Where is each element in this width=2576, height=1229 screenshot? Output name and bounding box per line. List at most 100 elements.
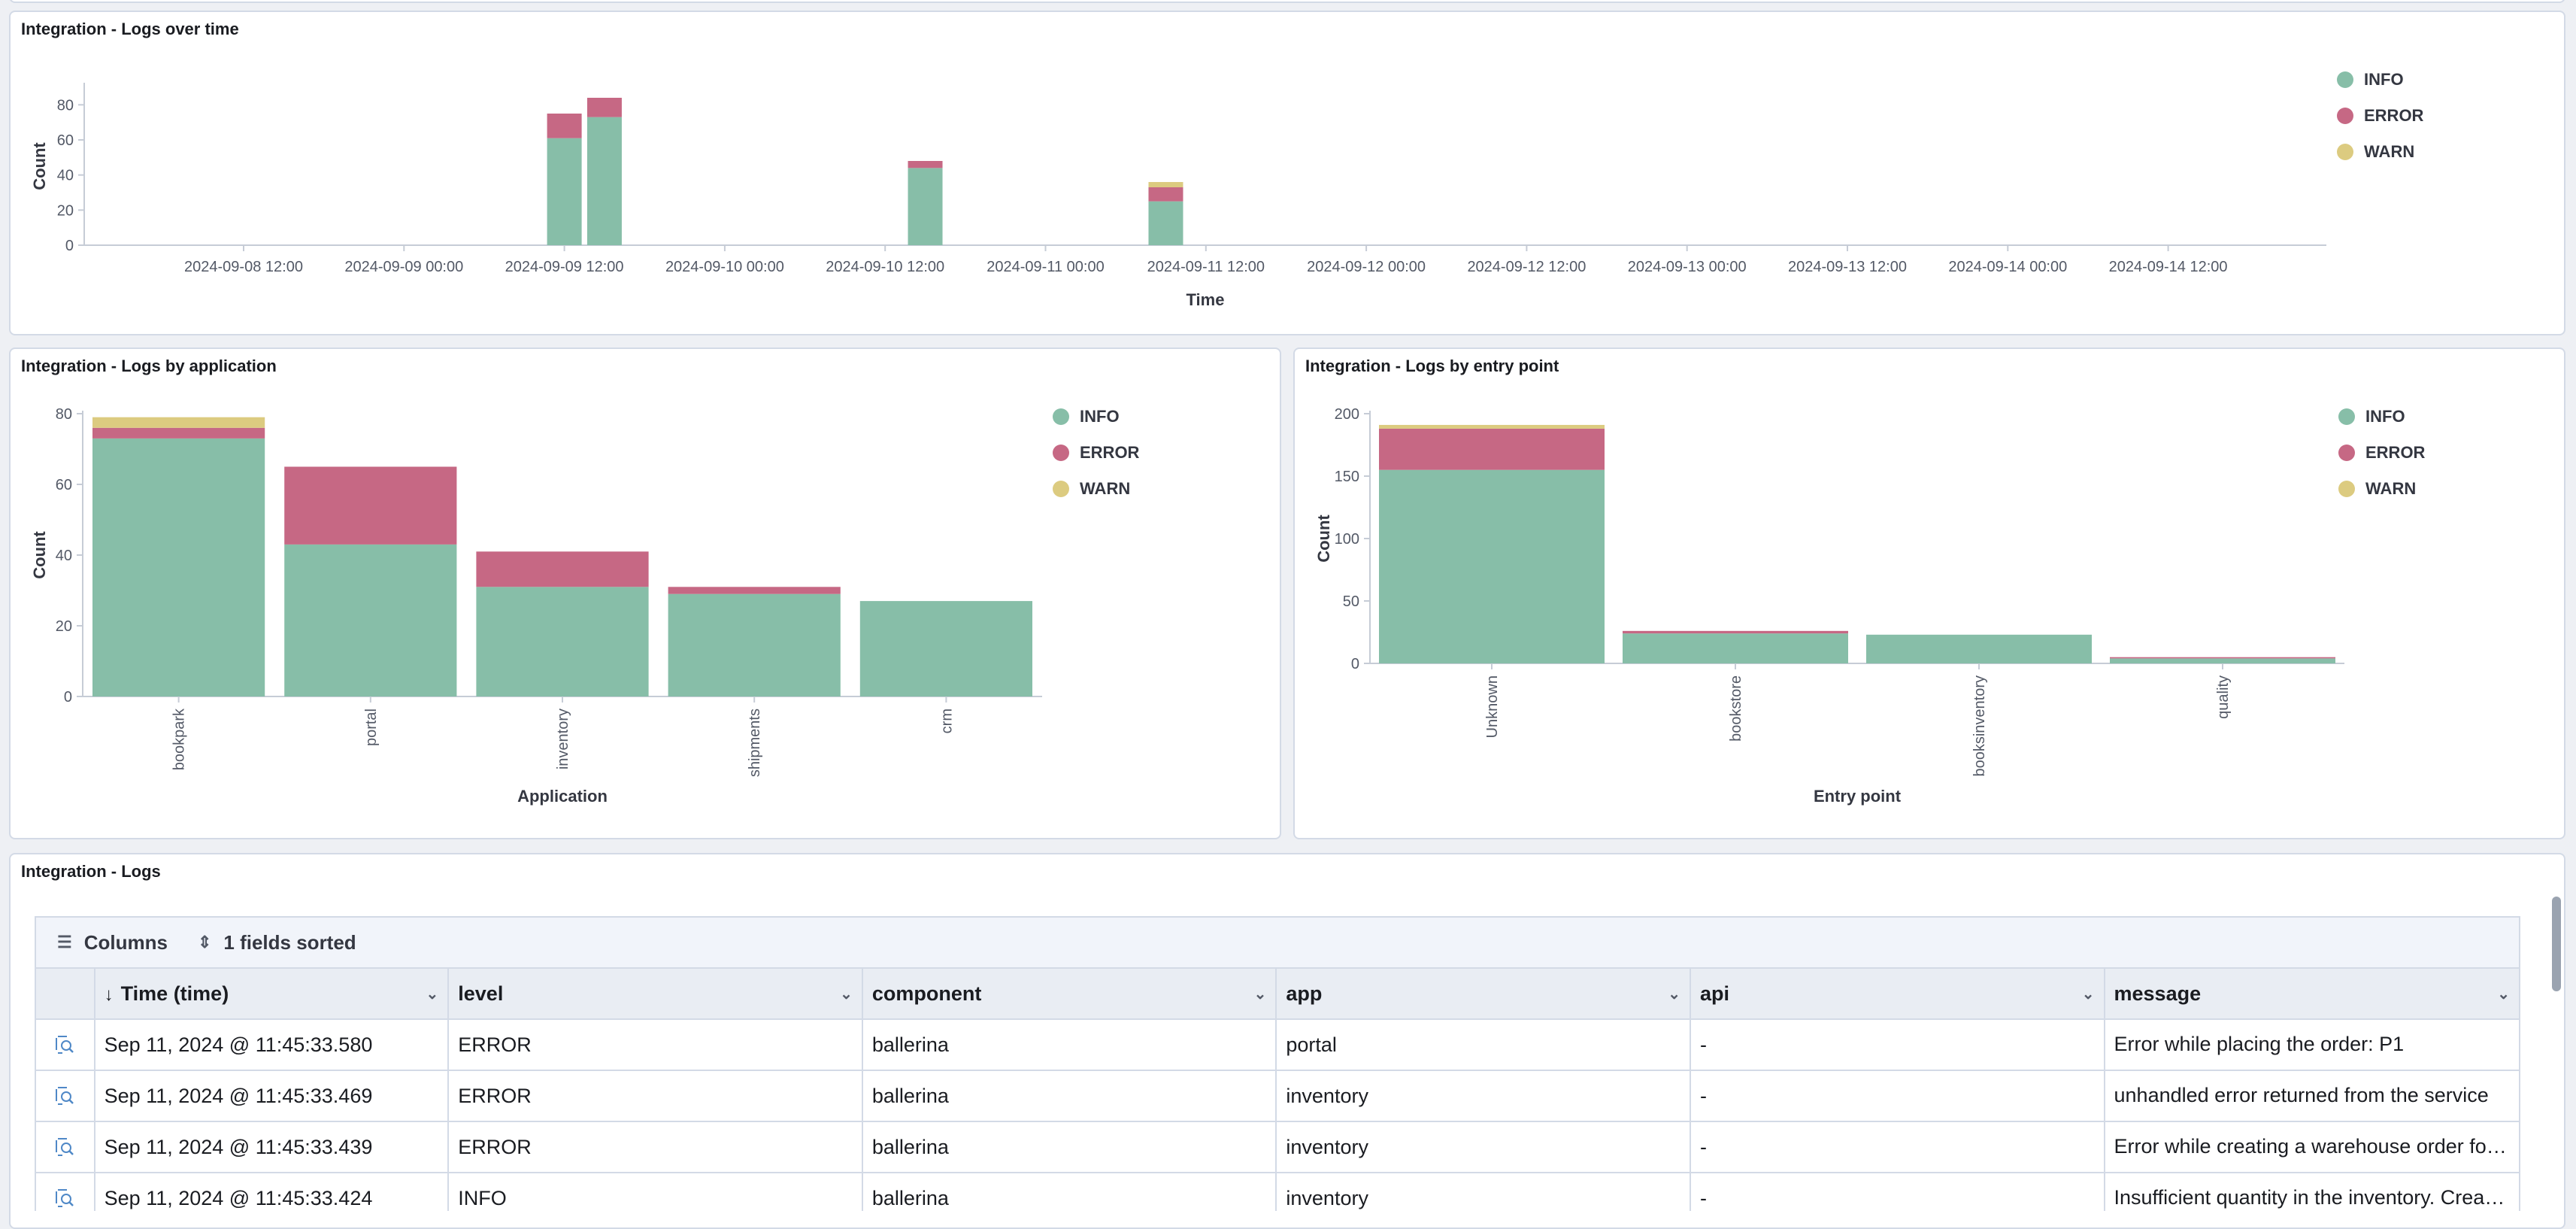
inspect-document-button[interactable]: [36, 1020, 95, 1070]
cell-app: portal: [1277, 1020, 1691, 1070]
logs-by-entry-point-panel: Integration - Logs by entry point 0 50 100…: [1293, 347, 2565, 839]
column-header-time[interactable]: ↓ Time (time) ⌄: [95, 969, 450, 1018]
y-tick-label: 40: [57, 168, 74, 184]
logs-by-application-panel: Integration - Logs by application 0 20 40 6…: [9, 347, 1281, 839]
legend-item-error[interactable]: ERROR: [2338, 435, 2425, 471]
column-header-message[interactable]: message ⌄: [2105, 969, 2519, 1018]
x-axis-title: Entry point: [1814, 787, 1902, 806]
legend-item-info[interactable]: INFO: [2337, 62, 2423, 98]
column-label: message: [2114, 982, 2202, 1005]
x-tick-label: 2024-09-12 12:00: [1467, 259, 1586, 275]
cell-component: ballerina: [863, 1122, 1277, 1172]
column-label: app: [1286, 982, 1323, 1005]
column-header-api[interactable]: api ⌄: [1691, 969, 2105, 1018]
table-row: Sep 11, 2024 @ 11:45:33.424 INFO balleri…: [36, 1173, 2519, 1211]
logs-over-time-chart: 0 20 40 60 80 2024-09-08 12:00 2024-09-09 00:0…: [30, 83, 2326, 309]
column-label: component: [871, 982, 982, 1005]
column-header-level[interactable]: level ⌄: [449, 969, 863, 1018]
cell-message: Error while placing the order: P1: [2114, 1033, 2405, 1055]
bar-segment-info: [586, 117, 622, 245]
cell-time: Sep 11, 2024 @ 11:45:33.469: [95, 1071, 450, 1121]
legend-error-swatch: [1053, 445, 1069, 461]
legend-label: INFO: [2365, 407, 2405, 426]
bar-segment-info: [547, 138, 582, 245]
columns-button[interactable]: ☰ Columns: [57, 931, 168, 954]
x-tick-label: 2024-09-10 12:00: [826, 259, 944, 275]
x-tick-label: 2024-09-13 00:00: [1628, 259, 1747, 275]
cell-time: Sep 11, 2024 @ 11:45:33.439: [95, 1122, 450, 1172]
logs-by-application-chart: 0 20 40 60 80 bookpark portal inventory shipment…: [30, 406, 1042, 806]
chart-legend: INFO ERROR WARN: [1053, 399, 1139, 507]
legend-item-error[interactable]: ERROR: [1053, 435, 1139, 471]
bar-segment-error: [476, 551, 649, 587]
inspect-document-button[interactable]: [36, 1173, 95, 1211]
bar-segment-info: [668, 593, 841, 696]
chevron-down-icon[interactable]: ⌄: [840, 985, 853, 1003]
y-tick-label: 80: [56, 406, 72, 423]
legend-info-swatch: [1053, 408, 1069, 425]
cell-time: Sep 11, 2024 @ 11:45:33.424: [95, 1173, 450, 1211]
chart-legend: INFO ERROR WARN: [2337, 62, 2423, 170]
y-tick-label: 200: [1335, 406, 1359, 423]
sort-label: 1 fields sorted: [223, 930, 356, 954]
bar-segment-info: [908, 168, 943, 245]
cell-component: ballerina: [863, 1020, 1277, 1070]
logs-data-grid: ☰ Columns ⇕ 1 fields sorted ↓ Time (time)…: [35, 916, 2520, 1211]
x-tick-label: 2024-09-13 12:00: [1788, 259, 1907, 275]
cell-level: INFO: [449, 1173, 863, 1211]
panel-title: Integration - Logs by application: [21, 357, 277, 375]
grid-header-row: ↓ Time (time) ⌄ level ⌄ component ⌄ app ⌄…: [36, 969, 2519, 1020]
x-tick-label: bookstore: [1728, 675, 1744, 742]
bar-segment-error: [92, 427, 265, 438]
y-tick-label: 0: [64, 689, 72, 706]
legend-label: INFO: [1080, 407, 1120, 426]
bar-segment-info: [1866, 634, 2092, 663]
y-tick-label: 150: [1335, 469, 1359, 485]
sort-icon: ⇕: [197, 933, 212, 951]
bar-segment-error: [586, 98, 622, 117]
legend-label: WARN: [1080, 479, 1131, 498]
chevron-down-icon[interactable]: ⌄: [2497, 985, 2511, 1003]
cell-level: ERROR: [449, 1020, 863, 1070]
table-row: Sep 11, 2024 @ 11:45:33.469 ERROR baller…: [36, 1071, 2519, 1122]
y-tick-label: 20: [57, 202, 74, 219]
column-label: level: [458, 982, 504, 1005]
x-tick-label: 2024-09-09 12:00: [505, 259, 624, 275]
x-tick-label: crm: [938, 709, 955, 733]
sort-button[interactable]: ⇕ 1 fields sorted: [198, 931, 356, 954]
legend-item-info[interactable]: INFO: [2338, 399, 2425, 435]
inspect-document-button[interactable]: [36, 1122, 95, 1172]
inspect-document-button[interactable]: [36, 1071, 95, 1121]
legend-error-swatch: [2338, 445, 2355, 461]
panel-title: Integration - Logs over time: [21, 20, 239, 38]
cell-level: ERROR: [449, 1071, 863, 1121]
legend-item-warn[interactable]: WARN: [2337, 134, 2423, 170]
bar-segment-error: [2110, 657, 2335, 659]
column-label: Time (time): [120, 982, 229, 1005]
x-tick-label: quality: [2215, 675, 2232, 719]
legend-item-warn[interactable]: WARN: [2338, 471, 2425, 507]
legend-item-info[interactable]: INFO: [1053, 399, 1139, 435]
bar-segment-error: [547, 114, 582, 138]
bar-segment-warn: [1148, 182, 1183, 187]
legend-item-error[interactable]: ERROR: [2337, 98, 2423, 134]
chevron-down-icon[interactable]: ⌄: [2081, 985, 2095, 1003]
columns-label: Columns: [83, 930, 168, 954]
logs-over-time-panel: Integration - Logs over time 0 20 40 60 80 20…: [9, 11, 2565, 335]
logs-by-entry-point-chart: 0 50 100 150 200 Unknown bookstore booksinvento…: [1314, 406, 2344, 806]
bar-segment-error: [1148, 187, 1183, 202]
previous-panel-edge: [9, 0, 2565, 3]
column-header-component[interactable]: component ⌄: [863, 969, 1277, 1018]
column-header-app[interactable]: app ⌄: [1277, 969, 1691, 1018]
y-tick-label: 0: [65, 238, 74, 254]
list-icon: ☰: [57, 933, 72, 951]
table-scrollbar[interactable]: [2552, 897, 2561, 991]
legend-info-swatch: [2337, 71, 2353, 88]
cell-message: Error while creating a warehouse order f…: [2114, 1135, 2520, 1158]
chevron-down-icon[interactable]: ⌄: [1253, 985, 1267, 1003]
chevron-down-icon[interactable]: ⌄: [426, 985, 439, 1003]
x-tick-label: 2024-09-11 00:00: [986, 259, 1104, 275]
bar-segment-error: [908, 161, 943, 168]
chevron-down-icon[interactable]: ⌄: [1668, 985, 1680, 1003]
legend-item-warn[interactable]: WARN: [1053, 471, 1139, 507]
